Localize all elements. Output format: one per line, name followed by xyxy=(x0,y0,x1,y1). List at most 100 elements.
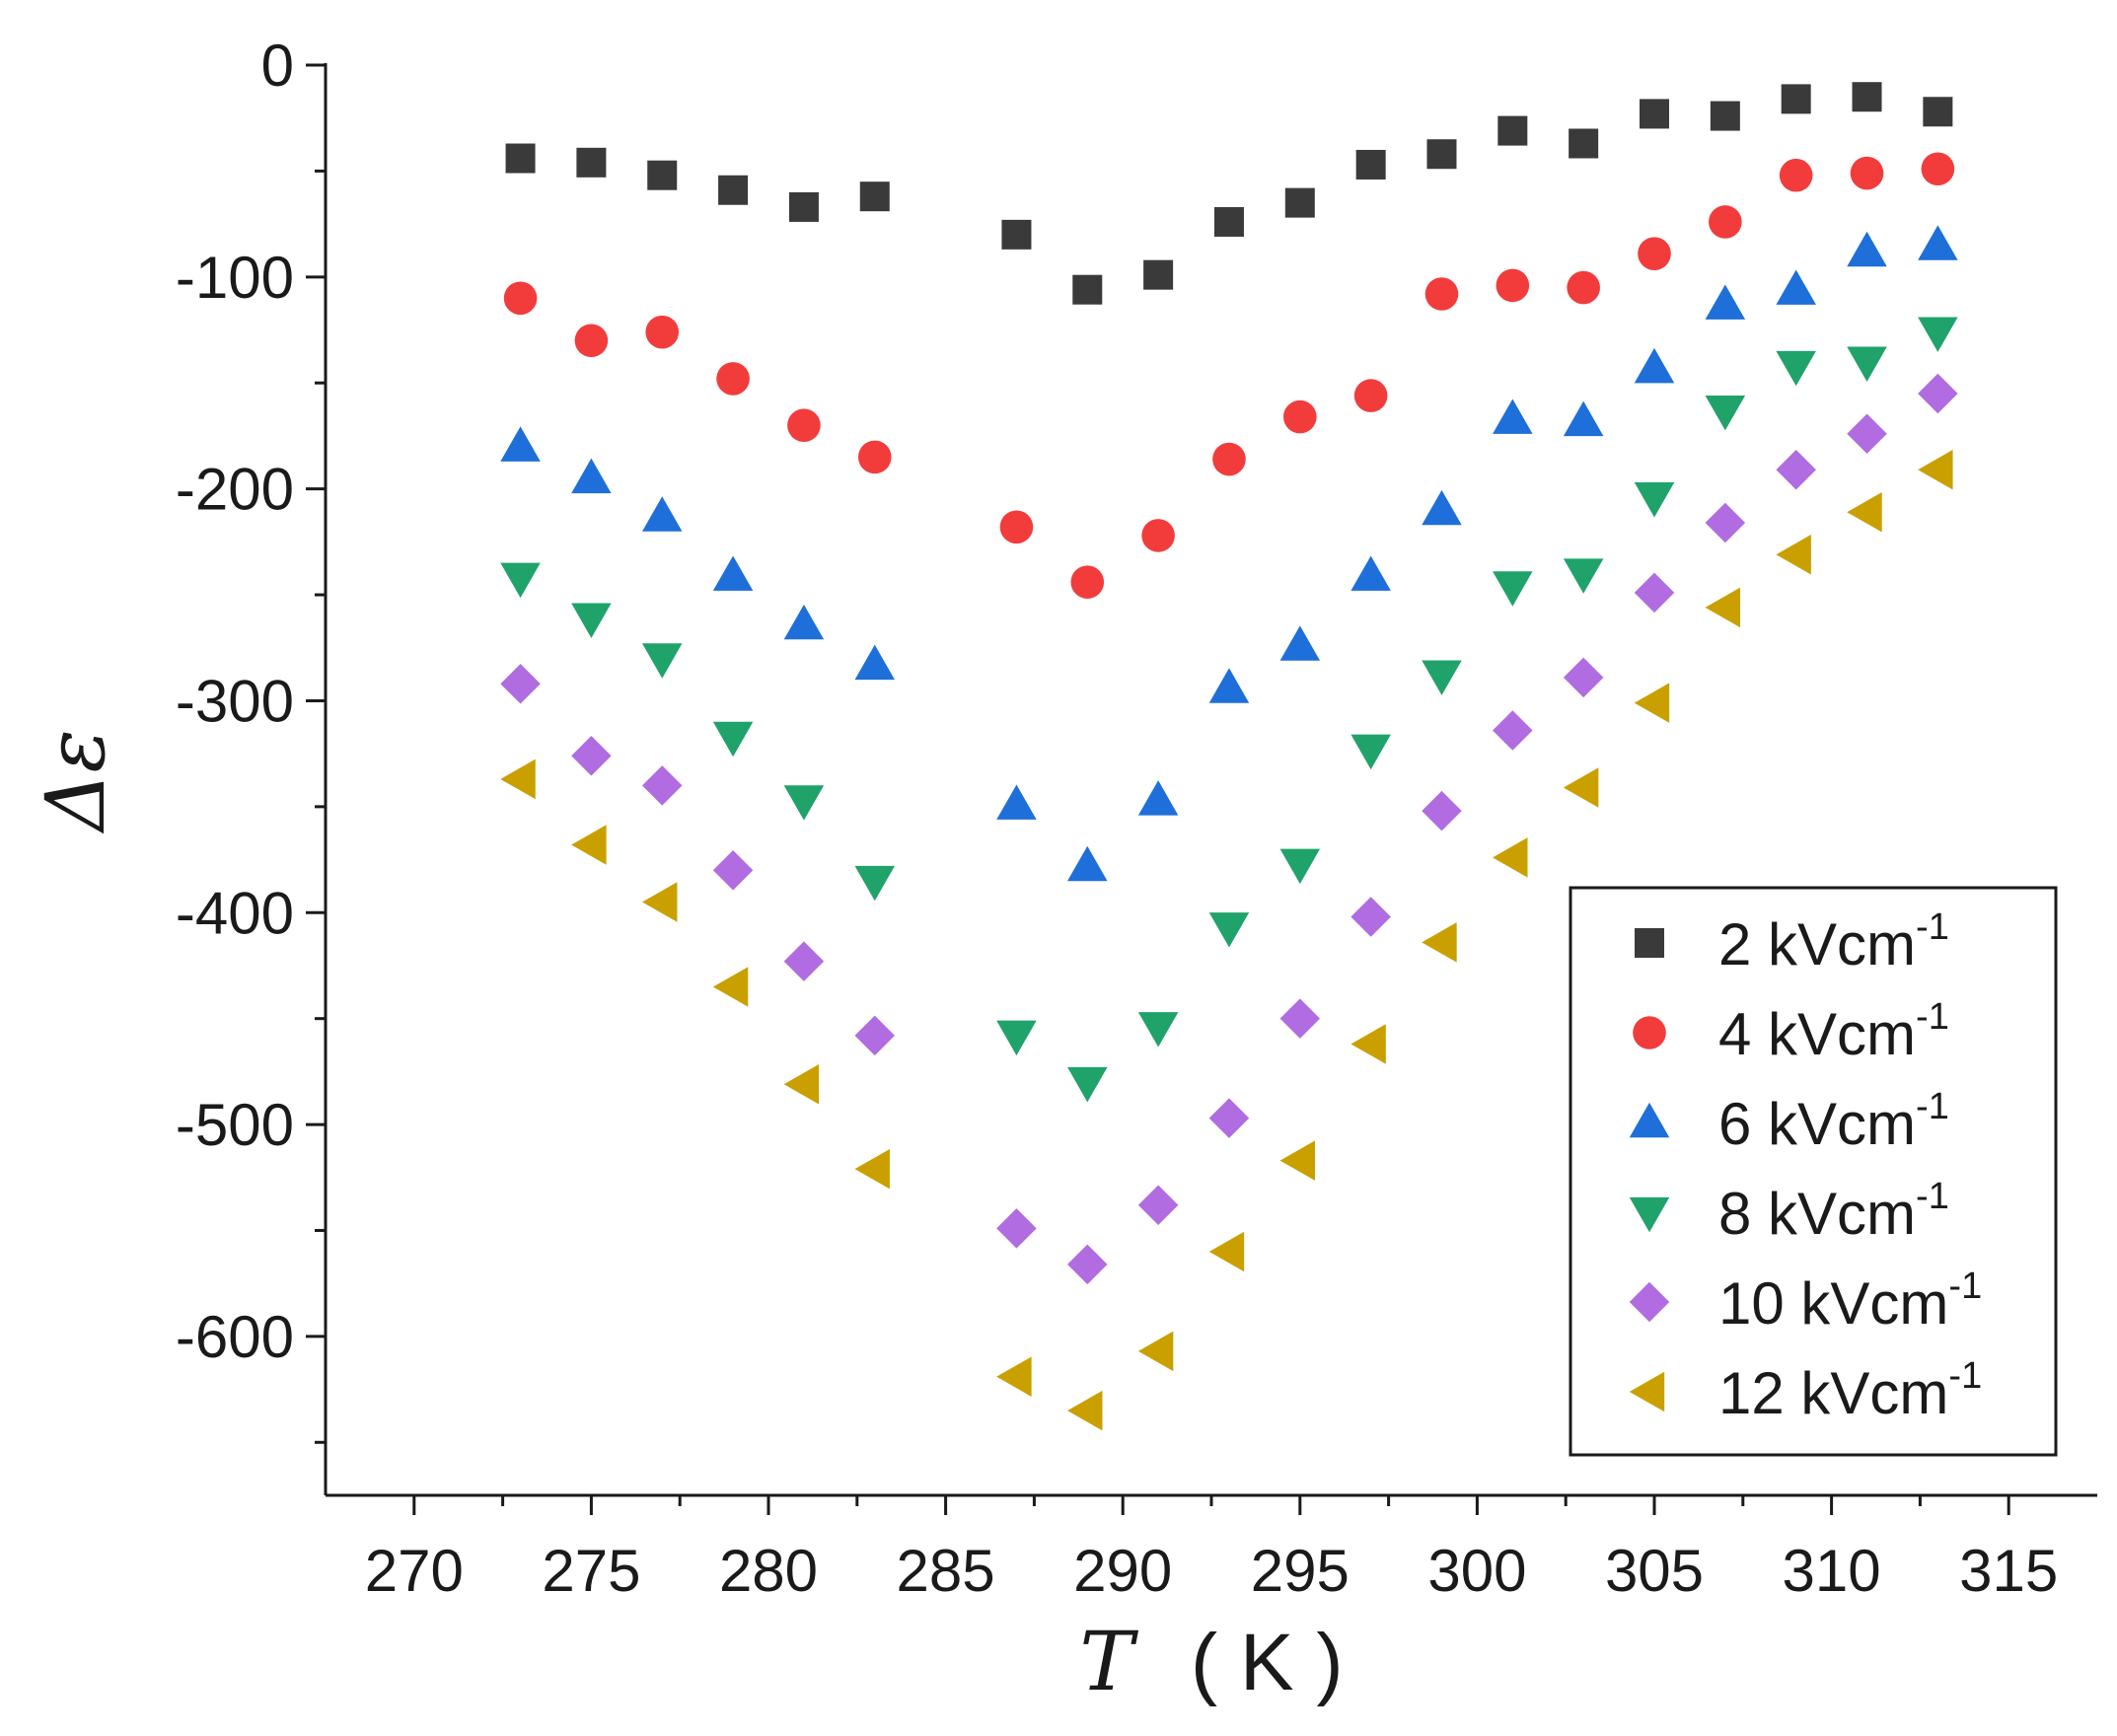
data-point xyxy=(1424,277,1459,311)
y-tick-label: -500 xyxy=(176,1092,294,1158)
data-point xyxy=(1847,413,1887,455)
data-point xyxy=(500,562,541,599)
data-point xyxy=(1137,1185,1179,1225)
data-point xyxy=(1563,558,1604,594)
x-tick-label: 315 xyxy=(1959,1538,2058,1604)
data-point xyxy=(1283,399,1317,434)
data-point xyxy=(1567,270,1600,305)
axes: 270 275 280 285 290 295 300 305 310 315 0 -100 -200 -… xyxy=(176,33,2097,1604)
series-8-kvcm xyxy=(500,317,1958,1103)
data-point xyxy=(500,664,541,704)
data-point xyxy=(1638,237,1671,270)
data-point xyxy=(1422,790,1462,832)
data-point xyxy=(1208,668,1250,703)
data-point xyxy=(1847,492,1882,533)
y-tick-label: 0 xyxy=(261,33,294,99)
data-point xyxy=(859,181,890,212)
data-point xyxy=(996,784,1037,820)
data-point xyxy=(1067,1066,1108,1103)
y-axis-title: Δε xyxy=(30,729,123,833)
data-point xyxy=(1850,156,1884,190)
data-point xyxy=(1776,450,1816,490)
data-point xyxy=(1918,450,1953,490)
data-point xyxy=(854,1148,890,1190)
data-point xyxy=(571,458,612,494)
data-point xyxy=(712,967,749,1007)
data-point xyxy=(1705,587,1741,628)
x-tick-label: 305 xyxy=(1605,1538,1704,1604)
series-4-kvcm xyxy=(503,152,1955,599)
data-point xyxy=(787,408,821,442)
data-point xyxy=(500,426,541,462)
data-point xyxy=(1563,767,1599,808)
data-point xyxy=(1705,395,1746,431)
x-axis-symbol: T xyxy=(1079,1616,1138,1709)
data-points xyxy=(500,82,1958,1431)
data-point xyxy=(1781,84,1811,114)
data-point xyxy=(1918,373,1958,414)
legend-box xyxy=(1569,886,2058,1457)
legend-marker-4 xyxy=(1633,1016,1666,1049)
data-point xyxy=(1137,1331,1174,1372)
data-point xyxy=(854,644,896,681)
data-point xyxy=(1847,231,1887,267)
data-point xyxy=(783,1064,820,1105)
data-point xyxy=(1921,152,1955,186)
legend-marker-8 xyxy=(1629,1196,1670,1233)
data-point xyxy=(1284,187,1315,218)
data-point xyxy=(1422,922,1457,963)
data-point xyxy=(1776,350,1816,387)
x-tick-label: 270 xyxy=(365,1538,464,1604)
data-point xyxy=(641,765,683,806)
data-point xyxy=(1705,502,1746,543)
legend-marker-12 xyxy=(1629,1371,1665,1412)
data-point xyxy=(1350,897,1391,937)
data-point xyxy=(1710,101,1740,131)
data-point xyxy=(1563,657,1604,698)
data-point xyxy=(1776,534,1811,575)
data-point xyxy=(1776,269,1816,305)
data-point xyxy=(1067,1390,1103,1431)
data-point xyxy=(574,324,609,358)
data-point xyxy=(1279,848,1321,885)
data-point xyxy=(999,510,1034,544)
data-point xyxy=(1422,489,1462,526)
data-point xyxy=(641,496,683,532)
data-point xyxy=(1070,565,1105,599)
data-point xyxy=(1493,571,1533,607)
data-point xyxy=(783,785,825,821)
x-tick-label: 295 xyxy=(1251,1538,1350,1604)
data-point xyxy=(1569,128,1599,159)
data-point xyxy=(1640,99,1669,129)
data-point xyxy=(1353,379,1388,412)
x-axis-unit: ( K ) xyxy=(1191,1618,1344,1707)
data-point xyxy=(1350,555,1391,591)
data-point xyxy=(1208,912,1250,948)
data-point xyxy=(854,865,896,902)
legend: 2 kVcm-1 4 kVcm-1 6 kVcm-1 8 kVcm-1 10 kVcm-… xyxy=(1569,886,2058,1457)
data-point xyxy=(571,736,612,776)
data-point xyxy=(718,175,749,205)
data-point xyxy=(1137,1012,1179,1048)
data-point xyxy=(571,603,612,638)
data-point xyxy=(996,1208,1037,1249)
data-point xyxy=(1137,780,1179,816)
data-point xyxy=(1634,683,1670,723)
data-point xyxy=(1350,734,1391,770)
data-point xyxy=(576,147,607,178)
data-point xyxy=(716,362,750,396)
legend-label: 6 kVcm-1 xyxy=(1718,1086,1949,1157)
data-point xyxy=(1634,482,1675,518)
x-tick-label: 275 xyxy=(542,1538,640,1604)
series-2-kvcm xyxy=(505,82,1953,305)
data-point xyxy=(503,281,538,316)
data-point xyxy=(1847,346,1887,382)
data-point xyxy=(1852,82,1882,112)
data-point xyxy=(1072,274,1103,305)
data-point xyxy=(712,555,754,591)
x-tick-label: 300 xyxy=(1427,1538,1526,1604)
data-point xyxy=(505,143,536,174)
data-point xyxy=(996,1356,1032,1397)
data-point xyxy=(783,604,825,640)
